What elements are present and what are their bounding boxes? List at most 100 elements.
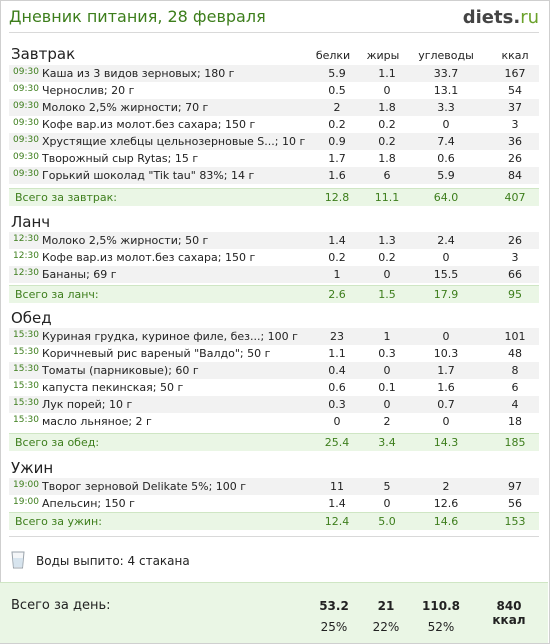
fat: 2 xyxy=(383,415,391,428)
day-total-panel: Всего за день: 53.2 21 110.8 840 ккал 25… xyxy=(0,582,548,643)
fat-total: 3.4 xyxy=(378,436,396,449)
time: 15:30 xyxy=(13,381,39,391)
protein: 0.2 xyxy=(328,118,346,131)
table-row[interactable]: 15:30 Куриная грудка, куриное филе, без..… xyxy=(9,328,539,345)
food-name: Хрустящие хлебцы цельнозерновые S...; 10… xyxy=(42,135,306,148)
fat: 1.1 xyxy=(378,67,396,80)
kcal: 84 xyxy=(508,169,522,182)
fat-total: 1.5 xyxy=(378,288,396,301)
time: 09:30 xyxy=(13,101,39,111)
total-label: Всего за обед: xyxy=(15,436,100,449)
carbs-total: 14.6 xyxy=(433,515,459,528)
kcal: 18 xyxy=(508,415,522,428)
meal-title-breakfast: Завтрак xyxy=(11,45,76,63)
protein: 0.9 xyxy=(328,135,346,148)
kcal: 4 xyxy=(511,398,519,411)
meal-total-row: Всего за ужин: 12.4 5.0 14.6 153 xyxy=(9,512,539,530)
table-row[interactable]: 19:00 Апельсин; 150 г 1.4 0 12.6 56 xyxy=(9,495,539,512)
carbs: 12.6 xyxy=(433,497,459,510)
day-carbs-percent: 52% xyxy=(427,620,455,634)
table-row[interactable]: 09:30 Горький шоколад "Tik tau" 83%; 14 г… xyxy=(9,167,539,184)
carbs: 0 xyxy=(442,251,450,264)
fat: 6 xyxy=(383,169,391,182)
fat: 0.1 xyxy=(378,381,396,394)
day-kcal: 840 ккал xyxy=(492,599,526,627)
table-row[interactable]: 09:30 Творожный сыр Rytas; 15 г 1.7 1.8 0.6 2… xyxy=(9,150,539,167)
table-row[interactable]: 12:30 Молоко 2,5% жирности; 50 г 1.4 1.3 2.4… xyxy=(9,232,539,249)
food-name: Горький шоколад "Tik tau" 83%; 14 г xyxy=(42,169,255,182)
time: 19:00 xyxy=(13,480,39,490)
food-name: масло льняное; 2 г xyxy=(42,415,152,428)
food-name: Лук порей; 10 г xyxy=(42,398,133,411)
carbs: 2.4 xyxy=(437,234,455,247)
carbs: 0 xyxy=(442,118,450,131)
kcal: 26 xyxy=(508,152,522,165)
protein: 5.9 xyxy=(328,67,346,80)
table-row[interactable]: 09:30 Чернослив; 20 г 0.5 0 13.1 54 xyxy=(9,82,539,99)
protein-total: 2.6 xyxy=(328,288,346,301)
meal-title-lunch: Ланч xyxy=(11,213,51,231)
logo-dot: . xyxy=(513,7,521,28)
protein: 1.1 xyxy=(328,347,346,360)
food-name: Куриная грудка, куриное филе, без...; 10… xyxy=(42,330,298,343)
fat-total: 5.0 xyxy=(378,515,396,528)
food-name: Коричневый рис вареный "Валдо"; 50 г xyxy=(42,347,271,360)
header: Дневник питания, 28 февраля diets.ru xyxy=(9,7,539,31)
food-name: Кофе вар.из молот.без сахара; 150 г xyxy=(42,251,256,264)
time: 12:30 xyxy=(13,268,39,278)
table-row[interactable]: 19:00 Творог зерновой Delikate 5%; 100 г 1… xyxy=(9,478,539,495)
fat-total: 11.1 xyxy=(374,191,400,204)
day-fat: 21 xyxy=(377,599,395,613)
section-divider xyxy=(9,536,539,537)
time: 09:30 xyxy=(13,118,39,128)
table-row[interactable]: 09:30 Каша из 3 видов зерновых; 180 г 5.9 1… xyxy=(9,65,539,82)
table-row[interactable]: 15:30 масло льняное; 2 г 0 2 0 18 xyxy=(9,413,539,430)
carbs: 0.7 xyxy=(437,398,455,411)
time: 15:30 xyxy=(13,364,39,374)
time: 09:30 xyxy=(13,135,39,145)
time: 09:30 xyxy=(13,169,39,179)
protein: 2 xyxy=(333,101,341,114)
table-row[interactable]: 15:30 капуста пекинская; 50 г 0.6 0.1 1.6 6 xyxy=(9,379,539,396)
fat: 0.2 xyxy=(378,118,396,131)
time: 09:30 xyxy=(13,67,39,77)
fat: 1.8 xyxy=(378,101,396,114)
site-logo[interactable]: diets.ru xyxy=(463,7,539,28)
day-fat-percent: 22% xyxy=(372,620,400,634)
logo-brand: diets xyxy=(462,7,514,28)
table-row[interactable]: 15:30 Томаты (парниковые); 60 г 0.4 0 1.7 8 xyxy=(9,362,539,379)
protein-total: 25.4 xyxy=(324,436,350,449)
carbs: 7.4 xyxy=(437,135,455,148)
table-row[interactable]: 12:30 Бананы; 69 г 1 0 15.5 66 xyxy=(9,266,539,283)
carbs-total: 14.3 xyxy=(433,436,459,449)
kcal: 54 xyxy=(508,84,522,97)
kcal-total: 95 xyxy=(508,288,522,301)
carbs-total: 64.0 xyxy=(433,191,459,204)
day-protein-percent: 25% xyxy=(320,620,348,634)
food-name: Кофе вар.из молот.без сахара; 150 г xyxy=(42,118,256,131)
protein: 23 xyxy=(330,330,344,343)
food-name: Бананы; 69 г xyxy=(42,268,117,281)
logo-tld: ru xyxy=(520,7,539,28)
protein: 0 xyxy=(333,415,341,428)
protein-total: 12.8 xyxy=(324,191,350,204)
table-row[interactable]: 09:30 Кофе вар.из молот.без сахара; 150 г… xyxy=(9,116,539,133)
carbs: 1.6 xyxy=(437,381,455,394)
kcal-total: 153 xyxy=(504,515,526,528)
time: 12:30 xyxy=(13,234,39,244)
day-carbs: 110.8 xyxy=(422,599,460,613)
protein-total: 12.4 xyxy=(324,515,350,528)
protein: 0.3 xyxy=(328,398,346,411)
time: 15:30 xyxy=(13,330,39,340)
protein: 1.7 xyxy=(328,152,346,165)
table-row[interactable]: 15:30 Лук порей; 10 г 0.3 0 0.7 4 xyxy=(9,396,539,413)
table-row[interactable]: 09:30 Хрустящие хлебцы цельнозерновые S..… xyxy=(9,133,539,150)
kcal: 3 xyxy=(511,118,519,131)
header-divider xyxy=(9,32,539,33)
table-row[interactable]: 12:30 Кофе вар.из молот.без сахара; 150 г… xyxy=(9,249,539,266)
col-carbs: углеводы xyxy=(418,49,474,62)
protein: 0.4 xyxy=(328,364,346,377)
table-row[interactable]: 09:30 Молоко 2,5% жирности; 70 г 2 1.8 3.3 37 xyxy=(9,99,539,116)
table-row[interactable]: 15:30 Коричневый рис вареный "Валдо"; 50 … xyxy=(9,345,539,362)
protein: 1 xyxy=(333,268,341,281)
